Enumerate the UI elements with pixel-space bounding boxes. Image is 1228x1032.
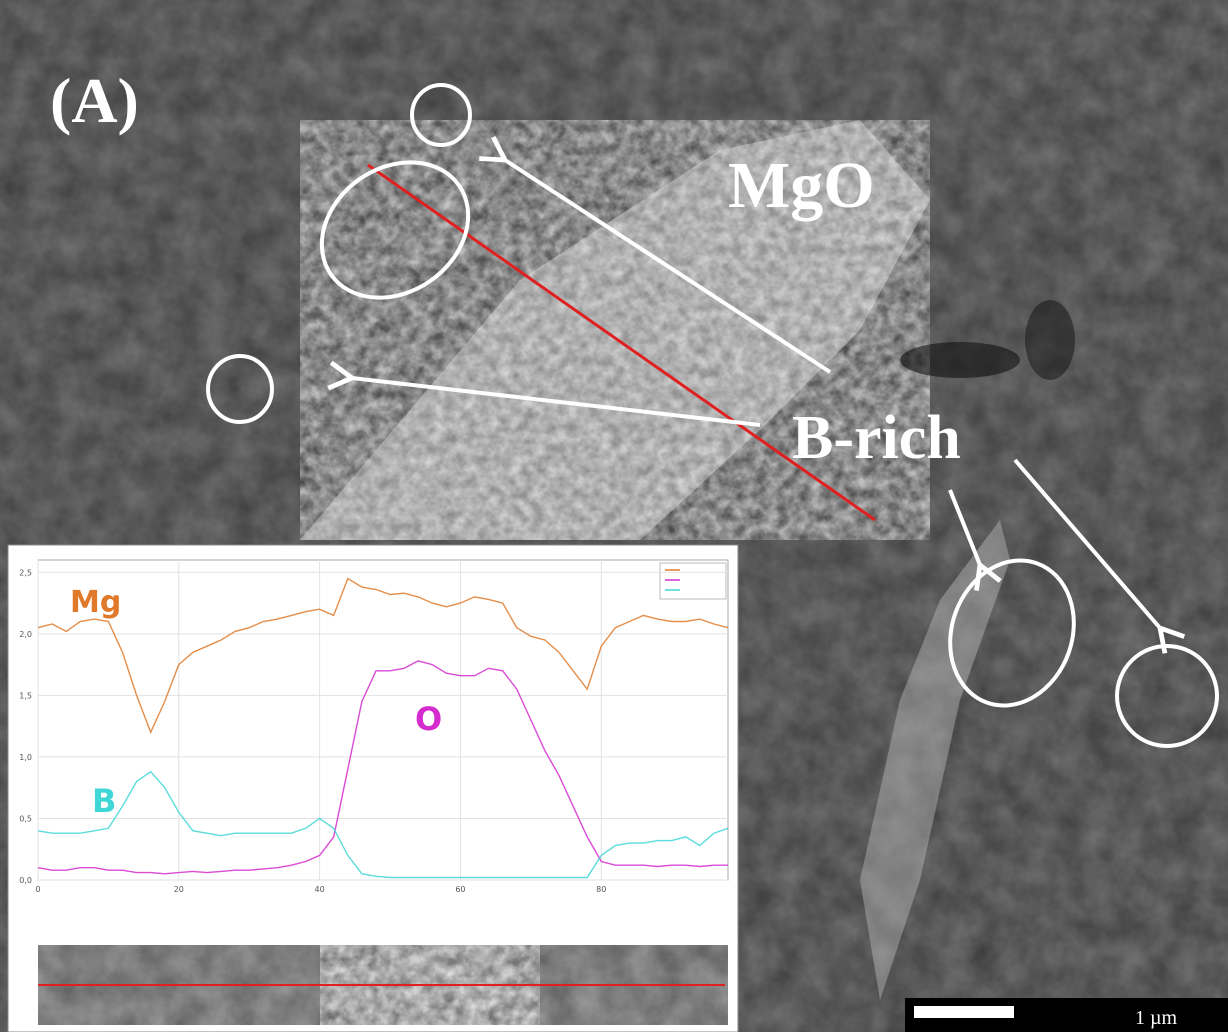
figure: (A) MgO B-rich 1 µm 0,00,51,01,52,02,502… [0, 0, 1228, 1032]
x-tick-label: 80 [596, 885, 606, 894]
legend-box [660, 563, 726, 599]
x-tick-label: 40 [315, 885, 325, 894]
y-tick-label: 0,0 [19, 876, 32, 885]
scale-bar: 1 µm [905, 998, 1228, 1032]
series-name: Mg [70, 585, 121, 620]
scale-label: 1 µm [1135, 1007, 1178, 1029]
inset-panel: 0,0 0,5 1,0 1,5 2,0 2,5 0 20 40 60 80 Mg O B [8, 545, 738, 1032]
y-tick-label: 2,0 [19, 630, 32, 639]
series-name: B [92, 782, 116, 820]
mgo-label: MgO [728, 149, 875, 222]
x-tick-label: 60 [455, 885, 465, 894]
profile-strip [38, 945, 728, 1025]
panel-label: (A) [50, 65, 139, 136]
y-tick-label: 2,5 [19, 568, 32, 577]
x-tick-label: 0 [35, 885, 40, 894]
series-name: O [415, 700, 442, 738]
y-tick-label: 0,5 [19, 814, 32, 823]
y-tick-label: 1,5 [19, 691, 32, 700]
x-tick-label: 20 [174, 885, 184, 894]
y-tick-label: 1,0 [19, 753, 32, 762]
b-rich-label: B-rich [792, 404, 961, 472]
